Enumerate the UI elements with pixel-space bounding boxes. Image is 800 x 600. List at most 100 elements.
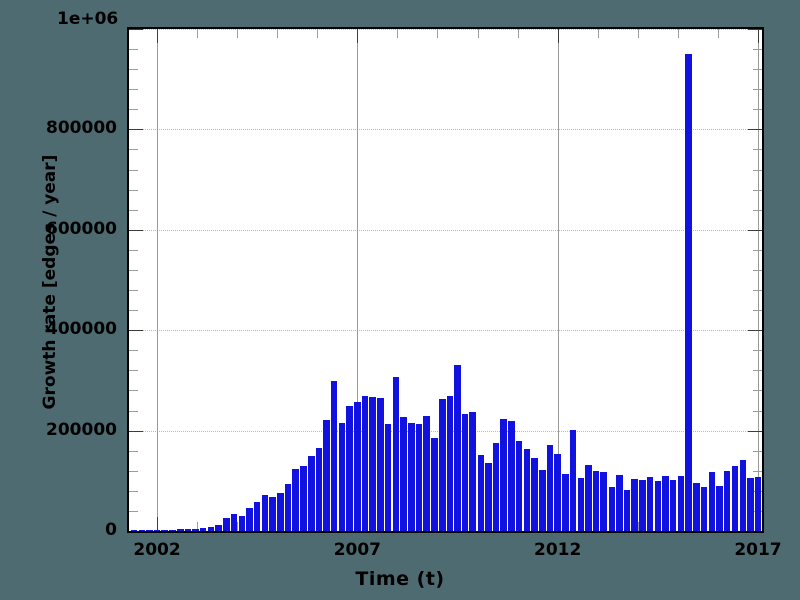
y-axis-tick-minor — [753, 410, 762, 412]
y-axis-tick-minor — [129, 490, 138, 492]
y-axis-title: Growth rate [edges / year] — [40, 154, 60, 410]
y-axis-tick-minor — [129, 310, 138, 312]
bar — [685, 54, 692, 531]
bar — [662, 475, 669, 531]
y-axis-tick-major — [129, 229, 143, 231]
bar — [577, 478, 585, 531]
y-axis-tick-minor — [129, 109, 138, 111]
y-axis-tick-major — [129, 330, 143, 332]
bar — [677, 476, 685, 531]
bar — [669, 480, 677, 531]
x-axis-tick-minor — [717, 29, 719, 38]
bar — [330, 380, 338, 531]
y-axis-tick-major — [129, 531, 143, 532]
x-axis-tick-minor — [237, 522, 239, 531]
gridline-horizontal — [129, 29, 762, 30]
bar — [508, 421, 515, 531]
plot-area — [127, 27, 764, 533]
bar — [600, 471, 607, 531]
y-axis-tick-minor — [129, 470, 138, 472]
bar — [747, 478, 754, 531]
x-axis-tick-label: 2017 — [734, 540, 782, 560]
bar — [369, 397, 376, 531]
bar — [439, 399, 446, 531]
bar — [415, 424, 423, 531]
x-axis-tick-minor — [677, 29, 679, 38]
x-axis-tick-minor — [397, 29, 399, 38]
x-axis-tick-minor — [597, 29, 599, 38]
y-axis-tick-minor — [129, 69, 138, 71]
x-axis-tick-major — [757, 29, 759, 43]
y-axis-tick-minor — [129, 49, 138, 51]
y-axis-tick-minor — [753, 109, 762, 111]
bar — [554, 454, 561, 531]
y-axis-tick-major — [748, 29, 762, 30]
y-axis-tick-minor — [753, 69, 762, 71]
y-axis-tick-major — [129, 430, 143, 432]
y-axis-tick-major — [748, 531, 762, 532]
bar — [269, 497, 276, 531]
bar — [177, 529, 184, 531]
bar — [539, 469, 546, 531]
bar — [700, 486, 708, 531]
y-axis-tick-minor — [753, 310, 762, 312]
bar — [592, 471, 600, 531]
y-axis-tick-minor — [129, 510, 138, 512]
gridline-horizontal — [129, 330, 762, 332]
y-axis-tick-label: 200000 — [46, 419, 117, 440]
bar — [361, 396, 369, 531]
bar — [623, 490, 631, 531]
bar — [292, 469, 299, 531]
y-axis-tick-minor — [129, 370, 138, 372]
y-axis-tick-minor — [753, 370, 762, 372]
bar — [639, 479, 646, 531]
bar — [354, 402, 361, 531]
y-axis-tick-label: 800000 — [46, 118, 117, 139]
y-axis-tick-minor — [129, 209, 138, 211]
bar — [192, 528, 199, 531]
bar — [754, 476, 762, 531]
bar — [384, 424, 392, 531]
x-axis-tick-minor — [237, 29, 239, 38]
bar — [408, 422, 415, 531]
bar — [246, 507, 253, 531]
bar — [646, 476, 654, 531]
y-axis-tick-major — [129, 129, 143, 131]
bar — [238, 515, 246, 531]
x-axis-tick-minor — [437, 522, 439, 531]
bar — [461, 413, 469, 531]
bar — [346, 406, 353, 531]
y-axis-tick-minor — [753, 169, 762, 171]
bar — [284, 483, 292, 531]
y-axis-tick-minor — [129, 249, 138, 251]
gridline-horizontal — [129, 229, 762, 231]
bar — [731, 466, 738, 531]
bar — [531, 457, 538, 531]
x-axis-tick-minor — [637, 29, 639, 38]
bar — [631, 478, 638, 531]
y-axis-tick-minor — [129, 350, 138, 352]
y-axis-tick-minor — [129, 390, 138, 392]
bar — [485, 462, 492, 531]
bar — [739, 460, 747, 531]
y-axis-tick-label: 0 — [105, 520, 117, 540]
bar — [315, 447, 323, 531]
bar — [207, 526, 215, 531]
y-axis-tick-label: 400000 — [46, 319, 117, 340]
bar — [223, 517, 230, 531]
y-axis-tick-minor — [753, 450, 762, 452]
x-axis-tick-minor — [197, 522, 199, 531]
gridline-vertical — [357, 29, 359, 531]
bar — [477, 454, 484, 531]
bar — [253, 502, 261, 531]
bar — [523, 448, 531, 531]
gridline-vertical — [557, 29, 559, 531]
bar — [716, 485, 723, 531]
y-axis-tick-minor — [753, 269, 762, 271]
x-axis-tick-minor — [437, 29, 439, 38]
y-axis-tick-minor — [753, 49, 762, 51]
y-axis-tick-minor — [753, 89, 762, 91]
bar — [230, 513, 238, 531]
bar — [138, 530, 146, 531]
y-axis-tick-label: 600000 — [46, 218, 117, 239]
